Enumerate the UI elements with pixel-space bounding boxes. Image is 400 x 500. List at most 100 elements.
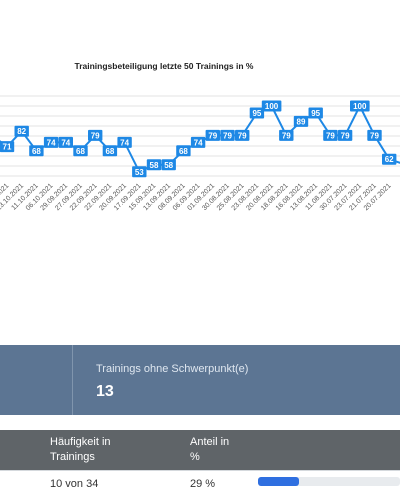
- data-label-text: 79: [370, 131, 379, 140]
- row-divider: [0, 470, 400, 471]
- data-label-box: [190, 136, 206, 148]
- data-label-text: 74: [194, 138, 203, 147]
- data-label-box: [161, 159, 176, 171]
- data-label: 71: [0, 141, 15, 153]
- data-label-box: [293, 115, 309, 127]
- stats-band: Trainings ohne Schwerpunkt(e) 13: [0, 345, 400, 415]
- data-label: 95: [308, 107, 323, 119]
- col-header-frequency-line2: Trainings: [50, 451, 95, 463]
- data-label: 58: [161, 159, 176, 171]
- data-labels: 71 82 68 74 74 68 79 68 74 53 58 58 68 74 79 79 79 95 100 7…: [0, 100, 397, 178]
- data-label: 79: [235, 129, 250, 141]
- data-label: 95: [249, 107, 265, 119]
- data-label: 79: [367, 129, 382, 141]
- data-label-box: [117, 136, 132, 148]
- data-label-box: [29, 145, 44, 157]
- data-label-text: 79: [208, 131, 217, 140]
- data-label: 79: [337, 129, 353, 141]
- data-label: 53: [132, 166, 147, 178]
- data-label-text: 79: [91, 131, 100, 140]
- col-header-frequency-line1: Häufigkeit in: [50, 436, 111, 448]
- data-label: 68: [29, 145, 44, 157]
- data-label: 100: [261, 100, 282, 112]
- data-label: 79: [323, 129, 338, 141]
- data-label-text: 68: [32, 147, 41, 156]
- data-label-text: 95: [311, 109, 320, 118]
- data-label-box: [350, 100, 370, 112]
- data-label: 68: [176, 145, 191, 157]
- data-label-text: 68: [105, 147, 114, 156]
- data-label: 68: [73, 145, 88, 157]
- data-label-box: [261, 100, 282, 112]
- data-label-box: [88, 129, 103, 141]
- data-label-box: [367, 129, 382, 141]
- data-label-text: 68: [179, 147, 188, 156]
- data-label: 79: [279, 129, 294, 141]
- data-label-box: [308, 107, 323, 119]
- data-label: 62: [382, 153, 397, 165]
- data-label-text: 53: [135, 168, 144, 177]
- data-label: 74: [58, 136, 73, 148]
- table-row: 10 von 34 29 %: [0, 470, 400, 500]
- stat-divider: [72, 345, 73, 415]
- data-label-box: [73, 145, 88, 157]
- col-header-share-line2: %: [190, 451, 200, 463]
- x-tick-labels: 18.10.202113.10.202111.10.202106.10.2021…: [0, 182, 393, 212]
- data-label-text: 74: [61, 138, 70, 147]
- participation-chart: 71 82 68 74 74 68 79 68 74 53 58 58 68 74 79 79 79 95 100 7…: [0, 61, 400, 212]
- chart-card: 71 82 68 74 74 68 79 68 74 53 58 58 68 74 79 79 79 95 100 7…: [0, 61, 400, 213]
- data-label: 74: [43, 136, 59, 148]
- data-label-text: 100: [353, 102, 367, 111]
- data-label-box: [176, 145, 191, 157]
- chart-title: Trainingsbeteiligung letzte 50 Trainings…: [74, 61, 253, 71]
- col-header-frequency: Häufigkeit in Trainings: [50, 435, 111, 465]
- data-label-box: [382, 153, 397, 165]
- col-header-share-line1: Anteil in: [190, 436, 230, 448]
- data-label-text: 68: [76, 147, 85, 156]
- data-label-text: 79: [223, 131, 232, 140]
- data-label-text: 71: [3, 143, 12, 152]
- share-progress-bar: [258, 477, 400, 486]
- data-label-box: [205, 129, 220, 141]
- data-label-box: [323, 129, 338, 141]
- data-label-text: 95: [252, 109, 261, 118]
- cell-share: 29 %: [190, 478, 216, 490]
- data-label: 58: [146, 159, 162, 171]
- data-label-box: [132, 166, 147, 178]
- share-progress-fill: [258, 477, 300, 486]
- data-label: 100: [350, 100, 370, 112]
- data-label-text: 82: [17, 127, 26, 136]
- data-label-text: 89: [297, 117, 306, 126]
- stat-label-trainings-without-focus: Trainings ohne Schwerpunkt(e): [96, 363, 249, 375]
- data-label-text: 74: [47, 138, 56, 147]
- stat-value-trainings-without-focus: 13: [96, 383, 114, 400]
- data-label: 79: [220, 129, 235, 141]
- data-label-box: [249, 107, 265, 119]
- data-label-text: 62: [385, 155, 394, 164]
- data-label-text: 74: [120, 138, 129, 147]
- col-header-share: Anteil in %: [190, 435, 229, 465]
- data-label-text: 79: [238, 131, 247, 140]
- data-label-box: [220, 129, 235, 141]
- data-label: 68: [102, 145, 118, 157]
- data-label-box: [14, 125, 29, 137]
- data-label: 82: [14, 125, 29, 137]
- data-label: 89: [293, 115, 309, 127]
- data-label-box: [235, 129, 250, 141]
- data-label-box: [0, 141, 15, 153]
- data-label-text: 58: [150, 161, 159, 170]
- table-header: Häufigkeit in Trainings Anteil in %: [0, 430, 400, 470]
- data-label-box: [146, 159, 162, 171]
- data-label-text: 58: [164, 161, 173, 170]
- cell-frequency: 10 von 34: [50, 478, 99, 490]
- data-label-text: 100: [265, 102, 279, 111]
- data-label: 79: [205, 129, 220, 141]
- data-label-text: 79: [326, 131, 335, 140]
- data-label: 74: [190, 136, 206, 148]
- data-label-box: [337, 129, 353, 141]
- data-label: 79: [88, 129, 103, 141]
- data-label: 74: [117, 136, 132, 148]
- data-label-text: 79: [282, 131, 291, 140]
- data-label-box: [102, 145, 118, 157]
- data-label-text: 79: [341, 131, 350, 140]
